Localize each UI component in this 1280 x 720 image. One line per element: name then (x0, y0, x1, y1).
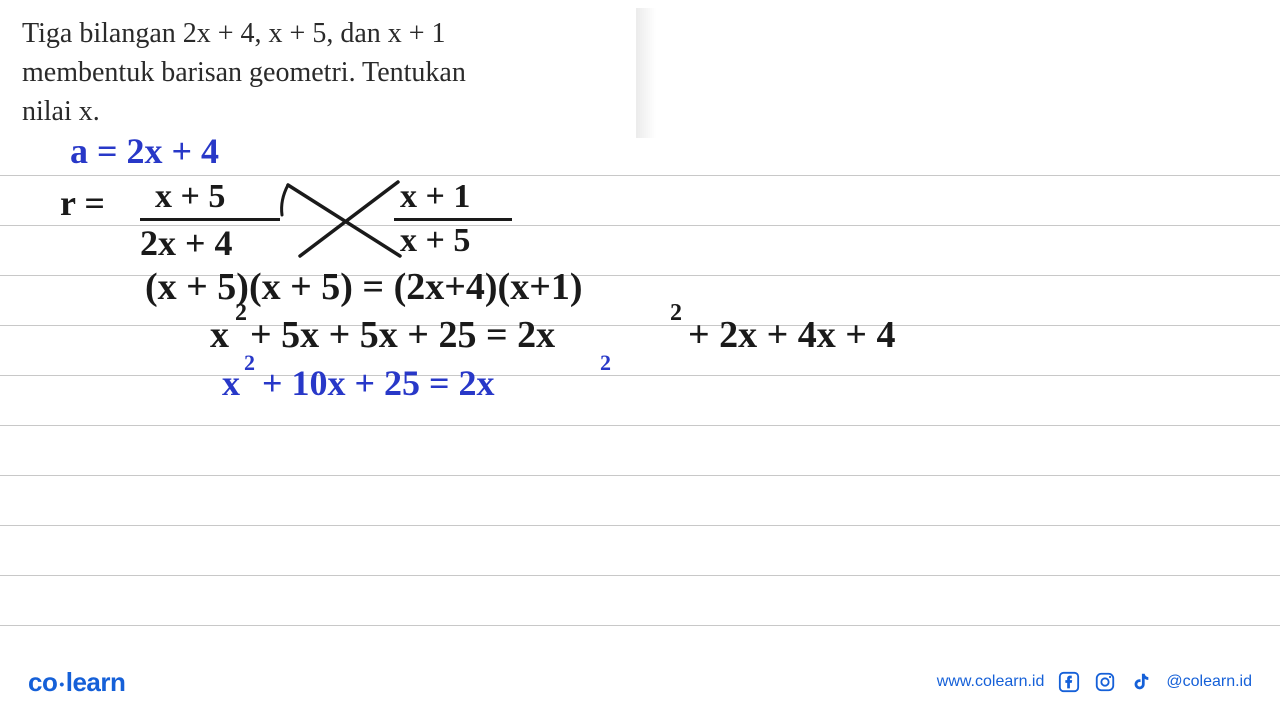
eq-expand-mid: + 5x + 5x + 25 = 2x (250, 313, 555, 357)
facebook-icon (1058, 671, 1080, 693)
fraction1-denominator: 2x + 4 (140, 222, 233, 264)
ruled-line (0, 625, 1280, 626)
footer-bar: co•learn www.colearn.id @colearn.id (0, 662, 1280, 702)
ruled-line (0, 425, 1280, 426)
logo-learn: learn (66, 667, 126, 697)
footer-url: www.colearn.id (937, 673, 1045, 691)
fraction2-numerator: x + 1 (400, 178, 470, 216)
ruled-line (0, 525, 1280, 526)
footer-handle: @colearn.id (1166, 673, 1252, 691)
logo-dot: • (59, 676, 63, 692)
problem-line-2: membentuk barisan geometri. Tentukan (22, 53, 646, 92)
problem-statement: Tiga bilangan 2x + 4, x + 5, dan x + 1 m… (14, 8, 654, 138)
eq-a-definition: a = 2x + 4 (70, 130, 219, 172)
eq-cross-product: (x + 5)(x + 5) = (2x+4)(x+1) (145, 265, 583, 309)
ruled-line (0, 325, 1280, 326)
eq-simplify-exp2: 2 (600, 350, 611, 376)
fraction2-bar (394, 218, 512, 221)
problem-line-3: nilai x. (22, 92, 646, 131)
ruled-line (0, 475, 1280, 476)
logo-co: co (28, 667, 57, 697)
eq-expand-exp1: 2 (235, 300, 247, 327)
instagram-icon (1094, 671, 1116, 693)
fraction1-bar (140, 218, 280, 221)
fraction1-numerator: x + 5 (155, 178, 225, 216)
eq-expand-x1: x (210, 313, 229, 357)
ruled-line (0, 575, 1280, 576)
tiktok-icon (1130, 671, 1152, 693)
footer-right: www.colearn.id @colearn.id (937, 671, 1252, 693)
eq-expand-exp2: 2 (670, 300, 682, 327)
problem-line-1: Tiga bilangan 2x + 4, x + 5, dan x + 1 (22, 14, 646, 53)
eq-simplify-x1: x (222, 362, 240, 404)
eq-simplify-mid: + 10x + 25 = 2x (262, 362, 495, 404)
ruled-line (0, 375, 1280, 376)
fraction2-denominator: x + 5 (400, 222, 470, 260)
eq-expand-right: + 2x + 4x + 4 (688, 313, 895, 357)
eq-simplify-exp1: 2 (244, 350, 255, 376)
eq-r-label: r = (60, 182, 105, 224)
problem-shadow (636, 8, 656, 138)
brand-logo: co•learn (28, 667, 125, 698)
ruled-line (0, 175, 1280, 176)
